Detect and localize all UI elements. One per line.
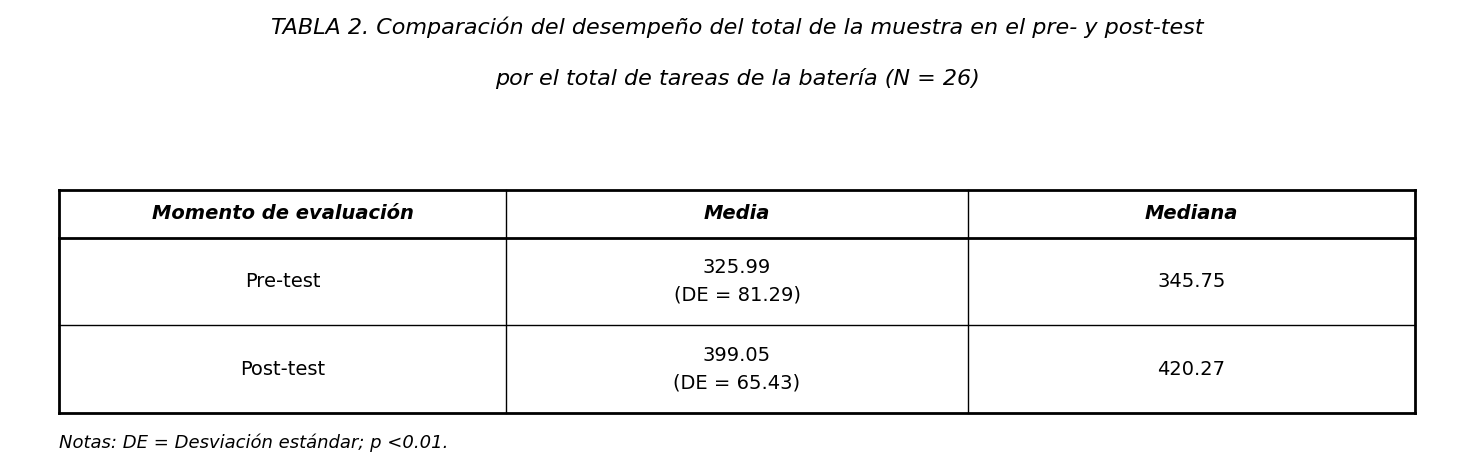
Text: 399.05
(DE = 65.43): 399.05 (DE = 65.43) (674, 346, 800, 392)
Text: 420.27: 420.27 (1157, 360, 1225, 378)
Text: 325.99
(DE = 81.29): 325.99 (DE = 81.29) (674, 258, 800, 305)
Text: Notas: DE = Desviación estándar; p <0.01.: Notas: DE = Desviación estándar; p <0.01… (59, 434, 448, 453)
Text: 345.75: 345.75 (1157, 272, 1225, 291)
Text: TABLA 2. Comparación del desempeño del total de la muestra en el pre- y post-tes: TABLA 2. Comparación del desempeño del t… (271, 16, 1203, 38)
Text: Momento de evaluación: Momento de evaluación (152, 204, 414, 223)
Text: Pre-test: Pre-test (245, 272, 320, 291)
Text: Post-test: Post-test (240, 360, 326, 378)
Text: por el total de tareas de la batería (N = 26): por el total de tareas de la batería (N … (495, 68, 979, 89)
Text: Mediana: Mediana (1145, 204, 1238, 223)
Text: Media: Media (703, 204, 771, 223)
